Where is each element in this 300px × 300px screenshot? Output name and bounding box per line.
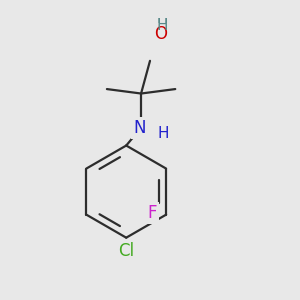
Text: Cl: Cl bbox=[118, 242, 134, 260]
Text: H: H bbox=[158, 126, 169, 141]
Text: O: O bbox=[154, 25, 167, 43]
Text: H: H bbox=[156, 18, 168, 33]
Text: H: H bbox=[156, 18, 168, 33]
Text: N: N bbox=[133, 119, 146, 137]
Text: O: O bbox=[154, 25, 167, 43]
Text: F: F bbox=[148, 204, 157, 222]
